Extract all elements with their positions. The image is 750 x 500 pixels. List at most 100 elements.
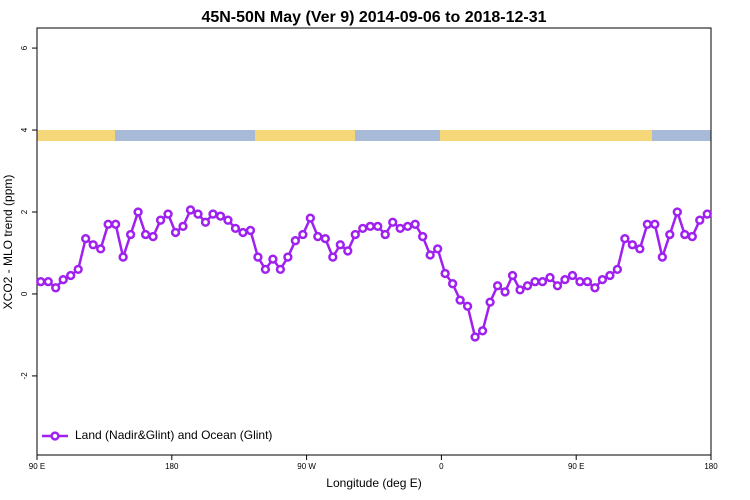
point — [477, 326, 488, 336]
point — [298, 229, 308, 240]
point — [125, 229, 136, 240]
point — [253, 252, 263, 262]
point — [582, 277, 593, 287]
chart-title: 45N-50N May (Ver 9) 2014-09-06 to 2018-1… — [201, 9, 546, 26]
point — [110, 219, 121, 229]
point — [290, 236, 301, 246]
point — [440, 268, 450, 279]
point — [335, 240, 345, 250]
point — [530, 277, 540, 287]
point — [635, 244, 645, 254]
point — [88, 240, 98, 250]
point — [208, 209, 218, 219]
legend-marker — [50, 431, 60, 441]
point — [470, 332, 480, 342]
y-tick-label: 6 — [20, 45, 29, 50]
point — [365, 221, 375, 231]
point — [43, 277, 53, 287]
point — [350, 229, 360, 240]
point — [620, 233, 630, 244]
point — [687, 231, 697, 242]
point — [425, 250, 435, 260]
plot-frame — [36, 27, 712, 456]
point — [537, 277, 548, 287]
point — [447, 279, 458, 289]
point — [410, 219, 420, 229]
point — [73, 264, 83, 275]
point — [612, 264, 623, 275]
point — [178, 221, 188, 231]
x-tick-label: 0 — [439, 462, 444, 471]
point — [320, 233, 330, 244]
point — [170, 227, 181, 238]
y-tick-label: -2 — [20, 372, 29, 380]
point — [642, 219, 652, 229]
point — [268, 254, 278, 264]
point — [140, 229, 151, 240]
point — [395, 223, 405, 234]
point — [148, 231, 158, 242]
point — [627, 240, 638, 250]
point — [403, 221, 413, 231]
point — [680, 229, 690, 240]
point — [96, 244, 106, 254]
point — [433, 244, 443, 254]
point — [328, 252, 338, 262]
x-tick-label: 180 — [165, 462, 179, 471]
point — [672, 207, 682, 217]
point — [118, 252, 128, 262]
point — [455, 295, 465, 305]
point — [522, 281, 533, 291]
x-tick-label: 90 E — [29, 462, 45, 471]
point — [380, 229, 390, 240]
point — [507, 270, 518, 281]
point — [155, 215, 166, 225]
point — [665, 229, 675, 240]
legend-label: Land (Nadir&Glint) and Ocean (Glint) — [75, 428, 272, 442]
point — [193, 209, 203, 219]
point — [230, 223, 241, 234]
point — [650, 219, 660, 229]
y-tick-label: 4 — [20, 127, 29, 132]
y-axis-label: XCO2 - MLO trend (ppm) — [1, 175, 15, 310]
x-tick-label: 90 E — [568, 462, 584, 471]
point — [313, 231, 323, 242]
point — [66, 270, 76, 281]
point — [185, 205, 196, 215]
point — [358, 223, 368, 234]
point — [597, 274, 608, 285]
point — [36, 277, 46, 287]
point — [200, 217, 211, 227]
point — [58, 274, 68, 285]
point — [605, 270, 615, 281]
y-tick-label: 2 — [20, 209, 29, 214]
point — [51, 283, 61, 293]
point — [657, 252, 667, 262]
point — [388, 217, 398, 227]
x-tick-label: 90 W — [297, 462, 316, 471]
point — [515, 285, 525, 295]
point — [575, 277, 585, 287]
y-tick-label: 0 — [20, 291, 29, 296]
point — [567, 270, 578, 281]
point — [238, 227, 248, 238]
point — [163, 209, 173, 219]
point — [133, 207, 143, 217]
point — [560, 274, 570, 285]
point — [275, 264, 286, 275]
map-strip — [37, 130, 711, 141]
point — [81, 233, 91, 244]
point — [373, 221, 383, 231]
x-axis-label: Longitude (deg E) — [326, 476, 421, 490]
point — [590, 283, 600, 293]
point — [283, 252, 293, 262]
point — [103, 219, 113, 229]
point — [695, 215, 705, 225]
point — [500, 287, 510, 297]
point — [245, 225, 256, 236]
point — [215, 211, 226, 221]
point — [702, 209, 712, 219]
point — [492, 281, 503, 291]
point — [485, 297, 495, 307]
